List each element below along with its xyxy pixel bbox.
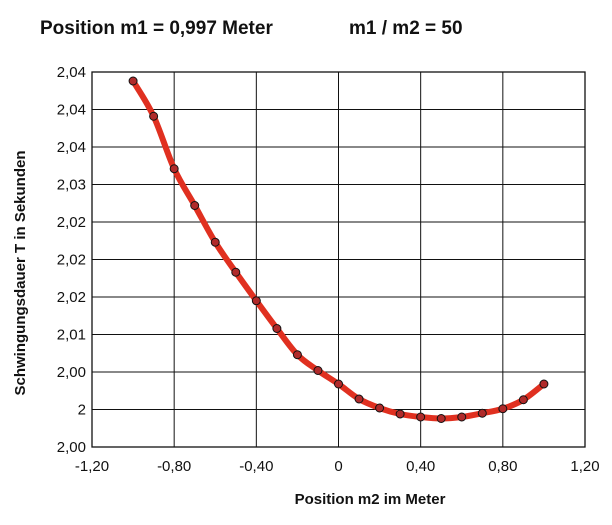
data-point [149,111,159,121]
y-tick-label: 2,04 [57,102,86,119]
data-point [518,395,528,405]
data-point [395,409,405,419]
data-point [190,201,200,210]
data-point [128,76,138,86]
data-point [375,403,385,413]
x-tick-labels: -1,20 -0,80 -0,40 0 0,40 0,80 1,20 [75,458,600,475]
data-point [313,366,323,375]
y-tick-label: 2,04 [57,139,86,156]
data-point [292,350,302,360]
data-point [354,394,364,404]
y-tick-label: 2,02 [57,252,86,269]
x-tick-label: -0,80 [157,458,191,475]
x-tick-label: -1,20 [75,458,109,475]
y-tick-label: 2,02 [57,214,86,231]
data-point [498,404,508,414]
plot-border [91,71,586,448]
data-point [539,379,549,389]
data-point [334,379,343,389]
data-point [457,412,467,422]
data-point [231,267,241,277]
y-axis-label: Schwingungsdauer T in Sekunden [12,150,29,395]
y-tick-label: 2,00 [57,439,86,456]
data-point [251,296,261,306]
y-tick-label: 2,04 [57,64,86,81]
series-group [128,76,549,423]
x-axis-label: Position m2 im Meter [295,491,446,508]
data-point [477,408,487,418]
y-tick-label: 2 [78,402,86,419]
data-point [436,414,446,423]
y-tick-label: 2,02 [57,289,86,306]
y-tick-labels: 2,00 2 2,00 2,01 2,02 2,02 2,02 2,03 2,04 2,04 2,0… [57,64,86,456]
y-tick-label: 2,03 [57,177,86,194]
chart-title-mass-ratio: m1 / m2 = 50 [349,18,463,39]
x-tick-label: 0,80 [488,458,517,475]
x-tick-label: 0 [334,458,342,475]
plot-frame [91,71,586,448]
grid [92,72,585,447]
data-point [272,324,282,333]
y-tick-label: 2,00 [57,364,86,381]
x-tick-label: 0,40 [406,458,435,475]
x-tick-label: 1,20 [570,458,599,475]
y-tick-label: 2,01 [57,327,86,344]
chart-title-position: Position m1 = 0,997 Meter [40,18,273,39]
data-point [210,237,220,247]
data-point [416,412,426,422]
data-point [169,164,179,174]
x-tick-label: -0,40 [239,458,273,475]
